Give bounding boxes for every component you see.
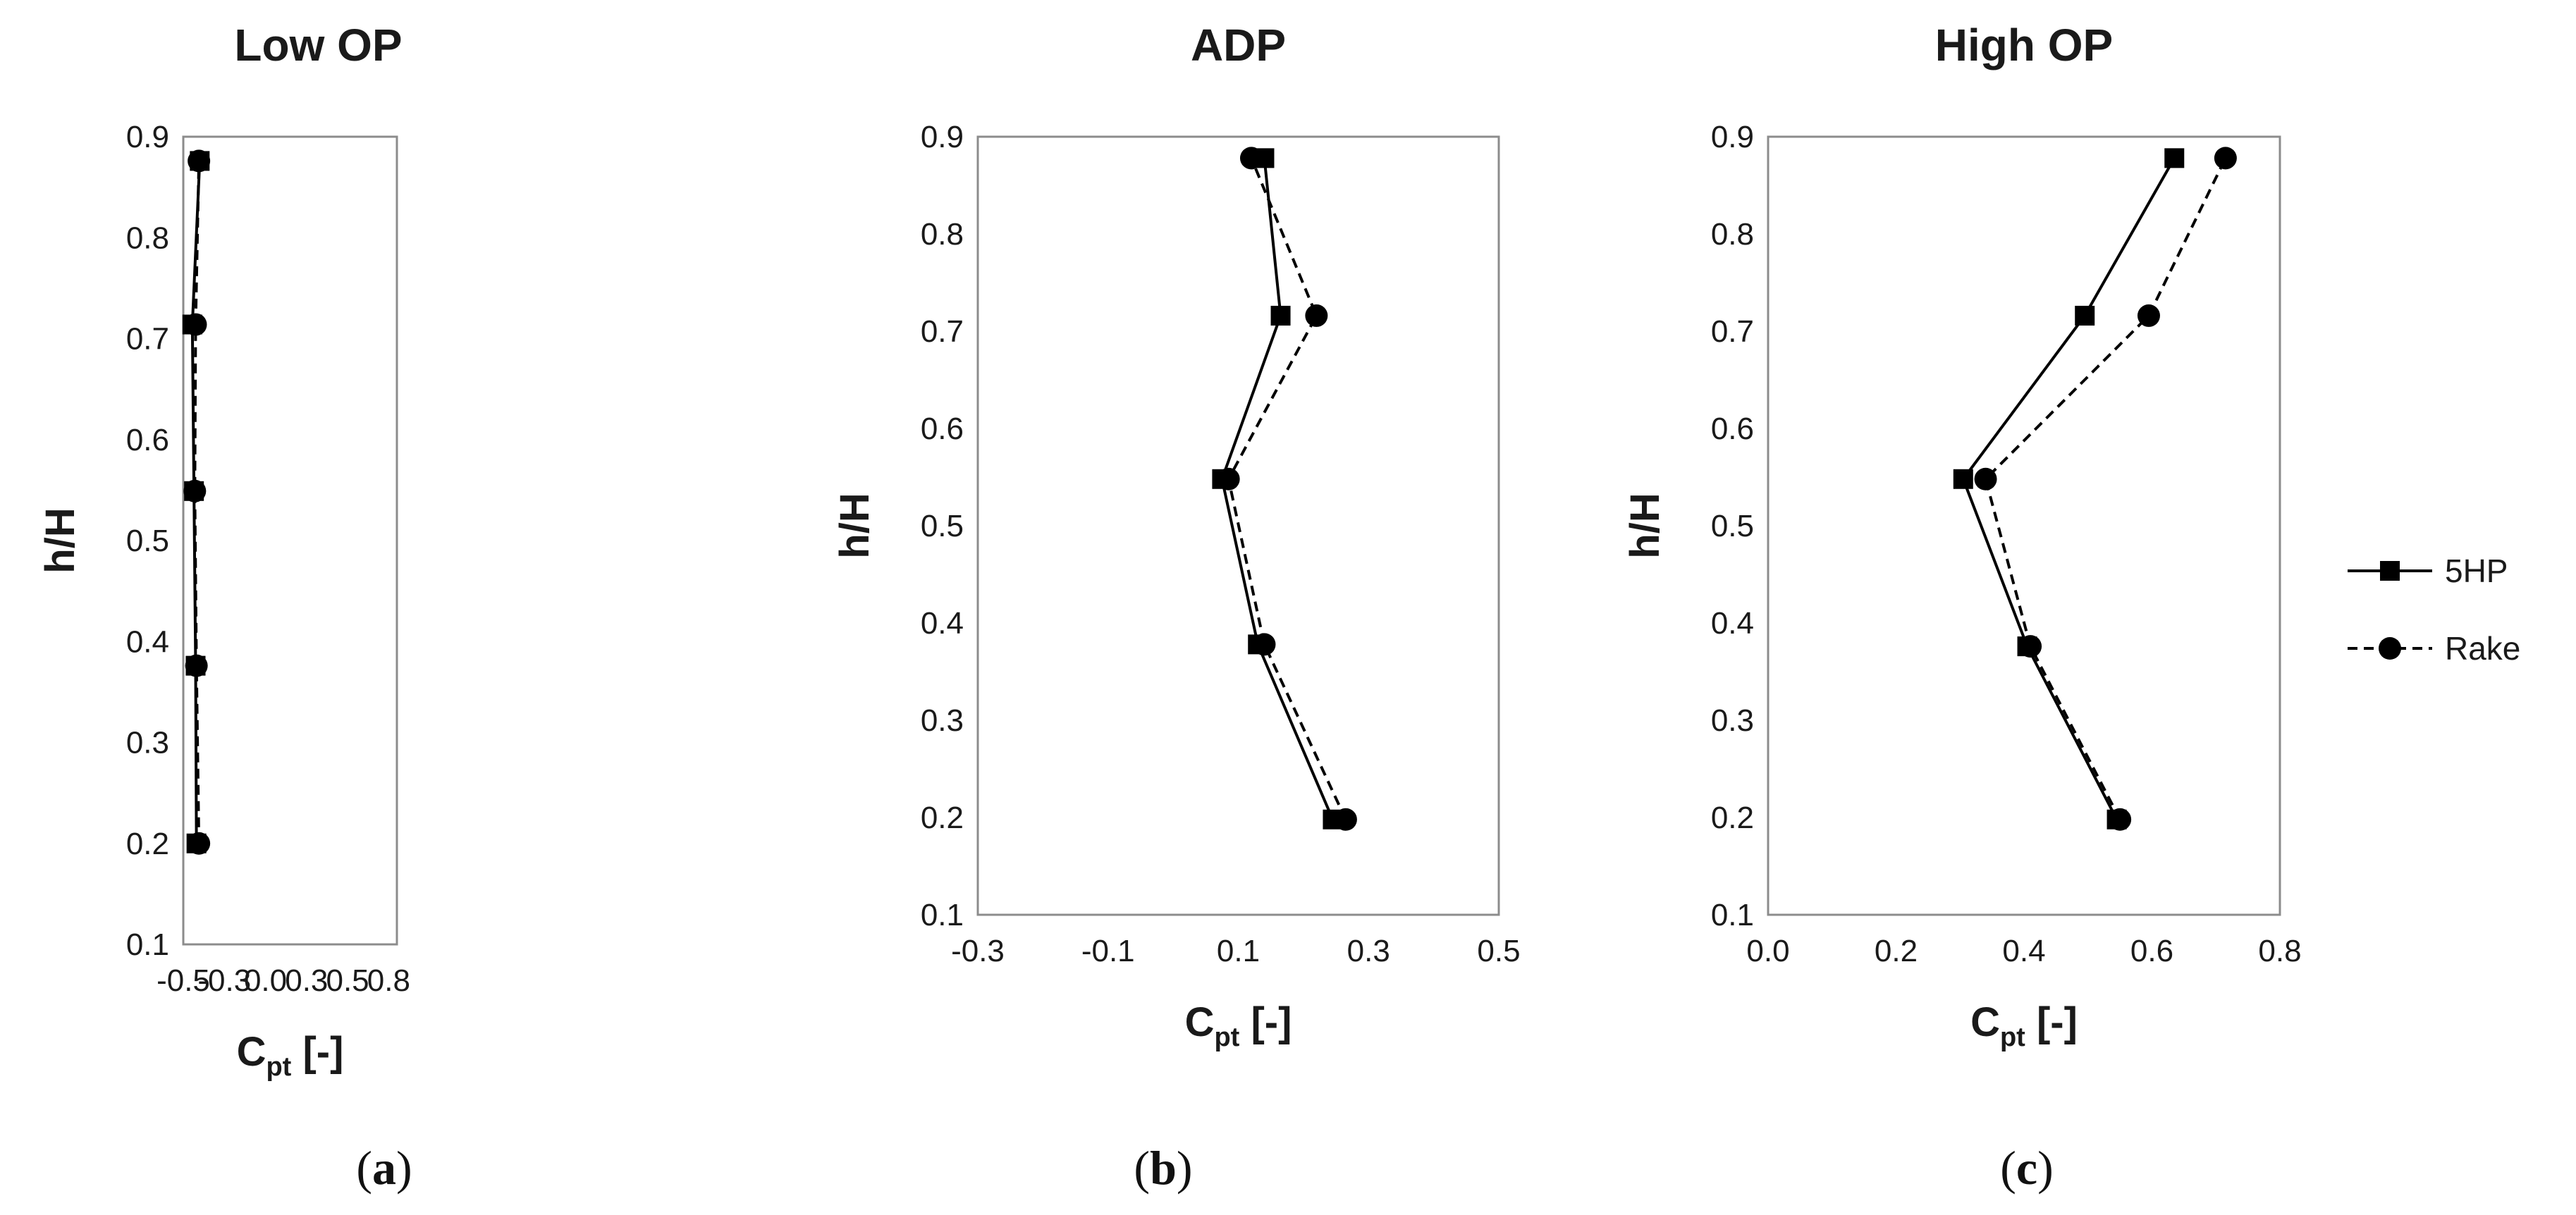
x-tick-label: 0.3 bbox=[1347, 934, 1390, 968]
y-tick-label: 0.1 bbox=[1711, 898, 1754, 932]
y-axis-label: h/H bbox=[1622, 493, 1668, 558]
data-point-rake bbox=[1334, 808, 1357, 831]
chart-panel-a: Low OP 0.1 0.2 0.3 0.4 0.5 0.6 0.7 0.8 0.9 -0.5-0.… bbox=[37, 20, 410, 1082]
y-tick-label: 0.3 bbox=[921, 703, 964, 738]
legend-label: Rake bbox=[2445, 630, 2520, 667]
data-point-rake bbox=[1217, 467, 1240, 491]
x-axis-label: Cpt [-] bbox=[1970, 999, 2078, 1052]
data-point-rake bbox=[188, 832, 211, 855]
y-tick-label: 0.4 bbox=[126, 624, 169, 659]
data-point-rake bbox=[184, 313, 207, 336]
chart-title: High OP bbox=[1935, 20, 2113, 70]
data-point-rake bbox=[1305, 304, 1328, 327]
plot-frame bbox=[976, 135, 1500, 916]
x-tick-label: -0.3 bbox=[951, 934, 1005, 968]
panel-caption: (b) bbox=[1134, 1141, 1192, 1195]
y-tick-label: 0.1 bbox=[921, 898, 964, 932]
series-line-5hp bbox=[1961, 157, 2176, 820]
x-tick-label: 0.0 bbox=[244, 963, 287, 998]
x-tick-label: -0.5 bbox=[157, 963, 210, 998]
plot-frame bbox=[182, 135, 398, 946]
data-point-rake bbox=[185, 654, 208, 677]
legend-marker-5hp bbox=[2380, 561, 2400, 581]
x-tick-label: 0.5 bbox=[1477, 934, 1520, 968]
panel-caption: (a) bbox=[356, 1141, 412, 1195]
y-tick-label: 0.5 bbox=[1711, 509, 1754, 543]
data-point-rake bbox=[1974, 467, 1997, 491]
data-point-rake bbox=[2109, 808, 2132, 831]
x-tick-label: 0.4 bbox=[2002, 934, 2045, 968]
data-point-rake bbox=[1239, 147, 1263, 170]
data-point-rake bbox=[183, 479, 207, 502]
data-point-5hp bbox=[1270, 305, 1291, 326]
series-line-5hp bbox=[1220, 158, 1335, 820]
data-point-5hp bbox=[2075, 305, 2095, 326]
data-point-rake bbox=[2137, 304, 2160, 327]
chart-panel-c: High OP 0.1 0.2 0.3 0.4 0.5 0.6 0.7 0.8 0.9 0.0 0.2… bbox=[1622, 20, 2302, 1052]
x-tick-label: -0.1 bbox=[1081, 934, 1135, 968]
x-tick-label: 0.8 bbox=[367, 963, 410, 998]
y-tick-label: 0.2 bbox=[1711, 801, 1754, 835]
x-axis-label: Cpt [-] bbox=[237, 1029, 344, 1082]
y-tick-label: 0.4 bbox=[1711, 606, 1754, 641]
x-tick-label: 0.2 bbox=[1875, 934, 1918, 968]
y-tick-label: 0.5 bbox=[921, 509, 964, 543]
y-tick-label: 0.8 bbox=[126, 221, 169, 255]
y-tick-label: 0.8 bbox=[1711, 217, 1754, 252]
data-point-5hp bbox=[1953, 469, 1973, 489]
y-tick-label: 0.7 bbox=[921, 314, 964, 349]
y-axis-label: h/H bbox=[37, 507, 83, 573]
y-tick-label: 0.9 bbox=[921, 120, 964, 154]
data-point-rake bbox=[1253, 633, 1276, 656]
x-tick-label: 0.3 bbox=[285, 963, 328, 998]
x-tick-label: 0.1 bbox=[1217, 934, 1260, 968]
series-line-rake bbox=[193, 161, 201, 844]
y-tick-label: 0.6 bbox=[921, 412, 964, 446]
data-point-5hp bbox=[2164, 148, 2185, 168]
y-tick-label: 0.3 bbox=[126, 726, 169, 760]
y-tick-label: 0.4 bbox=[921, 606, 964, 641]
y-tick-label: 0.6 bbox=[126, 423, 169, 457]
y-tick-label: 0.5 bbox=[126, 524, 169, 558]
x-tick-label: 0.6 bbox=[2130, 934, 2173, 968]
y-tick-label: 0.6 bbox=[1711, 412, 1754, 446]
legend: 5HP Rake bbox=[2348, 553, 2520, 667]
x-tick-label: 0.8 bbox=[2258, 934, 2301, 968]
legend-marker-rake bbox=[2379, 637, 2401, 660]
x-tick-label: 0.0 bbox=[1746, 934, 1789, 968]
y-tick-label: 0.9 bbox=[126, 120, 169, 154]
chart-title: Low OP bbox=[234, 20, 402, 70]
y-tick-label: 0.1 bbox=[126, 927, 169, 962]
y-tick-label: 0.9 bbox=[1711, 120, 1754, 154]
chart-title: ADP bbox=[1191, 20, 1286, 70]
y-tick-label: 0.2 bbox=[921, 801, 964, 835]
data-point-rake bbox=[2019, 635, 2042, 658]
y-axis-label: h/H bbox=[832, 493, 878, 558]
x-tick-label: -0.3 bbox=[197, 963, 251, 998]
legend-label: 5HP bbox=[2445, 553, 2508, 589]
plot-frame bbox=[1767, 135, 2281, 916]
y-tick-label: 0.7 bbox=[126, 322, 169, 357]
data-point-rake bbox=[2214, 147, 2237, 170]
series-line-rake bbox=[1984, 157, 2227, 820]
chart-panel-b: ADP 0.1 0.2 0.3 0.4 0.5 0.6 0.7 0.8 0.9 -0.3 -0.1 0.… bbox=[832, 20, 1521, 1052]
panel-caption: (c) bbox=[2000, 1141, 2054, 1195]
series-line-rake bbox=[1227, 157, 1347, 820]
x-tick-label: 0.5 bbox=[326, 963, 369, 998]
y-tick-label: 0.8 bbox=[921, 217, 964, 252]
y-tick-label: 0.2 bbox=[126, 827, 169, 861]
x-axis-label: Cpt [-] bbox=[1185, 999, 1292, 1052]
y-tick-label: 0.3 bbox=[1711, 703, 1754, 738]
data-point-rake bbox=[188, 149, 211, 173]
y-tick-label: 0.7 bbox=[1711, 314, 1754, 349]
